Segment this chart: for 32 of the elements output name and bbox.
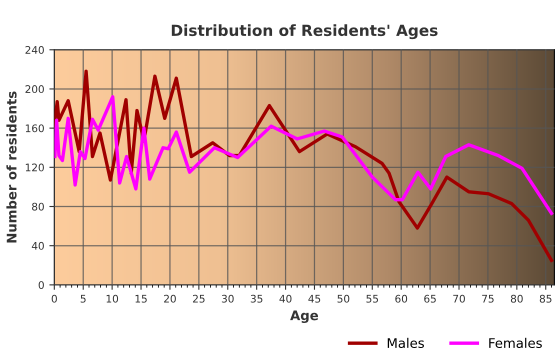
x-tick-label: 85 — [540, 294, 552, 303]
y-tick-label: 120 — [26, 164, 44, 172]
y-tick-label: 40 — [32, 242, 44, 250]
y-tick-label: 200 — [25, 85, 44, 94]
x-tick-label: 65 — [424, 294, 436, 303]
y-tick-label: 0 — [38, 281, 44, 289]
x-tick-label: 40 — [279, 294, 292, 303]
line-series — [54, 95, 554, 216]
x-tick-label: 55 — [366, 294, 378, 303]
x-tick-label: 75 — [482, 294, 494, 303]
legend-label: Males — [388, 338, 424, 348]
x-tick-label: 60 — [395, 294, 408, 303]
legend-label: Females — [489, 338, 542, 348]
chart-title: Distribution of Residents' Ages — [172, 24, 438, 40]
y-tick-label: 240 — [25, 46, 44, 54]
x-tick-label: 70 — [453, 294, 465, 303]
x-tick-label: 45 — [308, 294, 320, 303]
x-tick-label: 10 — [106, 294, 118, 303]
x-tick-label: 5 — [80, 294, 86, 303]
x-tick-label: 25 — [192, 294, 205, 303]
x-tick-label: 20 — [164, 294, 176, 303]
x-axis-title: Age — [290, 310, 318, 323]
y-axis-title: Number of residents — [6, 92, 17, 243]
x-tick-label: 0 — [52, 294, 57, 303]
x-tick-label: 15 — [136, 294, 147, 303]
y-tick-label: 160 — [26, 124, 44, 132]
x-tick-label: 35 — [250, 294, 262, 303]
line-series — [54, 70, 554, 262]
x-tick-label: 30 — [222, 294, 234, 303]
x-tick-label: 80 — [510, 294, 523, 303]
x-tick-label: 50 — [338, 294, 350, 303]
y-tick-label: 80 — [32, 202, 44, 211]
